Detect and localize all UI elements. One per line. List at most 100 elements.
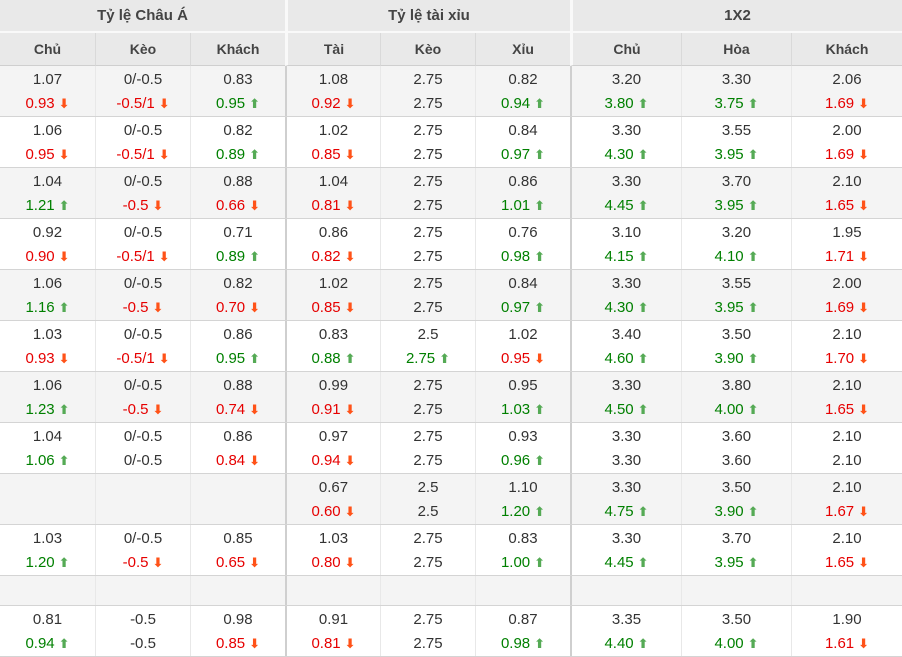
odds-current-line: 0.80 ⬇ [287,551,380,575]
trend-up-icon: ⬆ [58,453,70,468]
column-header-1x2-draw: Hòa [681,33,791,66]
trend-up-icon: ⬆ [637,300,649,315]
trend-up-icon: ⬆ [637,96,649,111]
odds-cell [95,474,190,524]
odds-cell: 2.10 1.65 ⬇ [791,168,902,218]
odds-current-value: 0.65 [215,554,246,571]
trend-down-icon: ⬇ [158,147,170,162]
odds-cell: 0.81 0.94 ⬆ [0,606,95,656]
trend-up-icon: ⬆ [637,147,649,162]
odds-opening-value: 2.75 [413,275,443,292]
trend-down-icon: ⬇ [344,453,356,468]
odds-current-line: 3.95 ⬆ [682,296,791,320]
odds-cell: 0.86 1.01 ⬆ [475,168,570,218]
odds-cell: 1.04 0.81 ⬇ [285,168,380,218]
odds-current-value: 1.69 [824,146,855,163]
odds-cell: 3.70 3.95 ⬆ [681,525,791,575]
odds-opening-value: 3.35 [611,611,642,628]
odds-current-value: 0.97 [500,146,531,163]
odds-current-line: 4.50 ⬆ [572,398,681,422]
odds-current-line: 0.94 ⬆ [476,92,570,116]
odds-current-value: 0.95 [215,350,246,367]
odds-current-value: 0.98 [500,635,531,652]
trend-down-icon: ⬇ [344,402,356,417]
odds-cell: 3.50 4.00 ⬆ [681,606,791,656]
odds-cell: 3.10 4.15 ⬆ [570,219,681,269]
odds-current-value: 2.10 [832,452,862,469]
odds-opening-value: 3.10 [611,224,642,241]
odds-opening-value: 2.00 [832,275,862,292]
odds-current-line: 4.45 ⬆ [572,194,681,218]
trend-down-icon: ⬇ [249,555,261,570]
odds-opening-value: 0.86 [223,428,253,445]
trend-up-icon: ⬆ [747,636,759,651]
odds-current-line: -0.5/1 ⬇ [96,143,190,167]
odds-opening-value: 1.10 [508,479,538,496]
odds-opening-value: 2.75 [413,377,443,394]
odds-current-line: 0.98 ⬆ [476,632,570,656]
odds-current-line: 3.95 ⬆ [682,194,791,218]
trend-down-icon: ⬇ [344,300,356,315]
odds-current-value: -0.5 [130,635,156,652]
odds-table-body: 1.07 0.93 ⬇ 0/-0.5 -0.5/1 ⬇ 0.83 0.95 ⬆ 1.08 0.92 ⬇… [0,66,902,657]
odds-current-value: 4.75 [604,503,634,520]
odds-current-value: 4.00 [714,401,744,418]
trend-down-icon: ⬇ [858,96,870,111]
odds-opening-value: 3.20 [611,71,642,88]
odds-cell: 3.55 3.95 ⬆ [681,117,791,167]
trend-up-icon: ⬆ [58,198,70,213]
odds-current-line: 3.60 [682,449,791,473]
odds-opening-value: 2.75 [413,611,443,628]
odds-opening-value: 0.71 [223,224,253,241]
odds-cell: 0.76 0.98 ⬆ [475,219,570,269]
odds-current-value: 1.65 [824,554,855,571]
odds-current-line: 4.60 ⬆ [572,347,681,371]
odds-opening-value: 0.82 [223,122,253,139]
odds-cell: 3.30 3.75 ⬆ [681,66,791,116]
trend-up-icon: ⬆ [747,555,759,570]
column-header-ah-home: Chủ [0,33,95,66]
odds-cell: 0/-0.5 -0.5 ⬇ [95,372,190,422]
odds-current-value: 3.95 [714,299,744,316]
odds-cell: 0/-0.5 -0.5/1 ⬇ [95,117,190,167]
odds-opening-value: 0.97 [318,428,349,445]
odds-current-value: 1.61 [824,635,855,652]
odds-row: 0.81 0.94 ⬆ -0.5 -0.5 0.98 0.85 ⬇ 0.91 0.81 ⬇ 2.75 2… [0,606,902,657]
trend-down-icon: ⬇ [158,351,170,366]
odds-current-line: 4.30 ⬆ [572,143,681,167]
odds-current-value: 1.20 [500,503,531,520]
odds-current-value: 0.81 [311,197,341,214]
odds-current-value: 3.90 [714,503,744,520]
odds-current-line: 4.15 ⬆ [572,245,681,269]
trend-up-icon: ⬆ [58,555,70,570]
trend-down-icon: ⬇ [858,555,870,570]
odds-current-line: -0.5/1 ⬇ [96,92,190,116]
trend-up-icon: ⬆ [439,351,451,366]
odds-current-value: 4.15 [604,248,634,265]
odds-current-line: 4.00 ⬆ [682,632,791,656]
trend-down-icon: ⬇ [58,96,70,111]
odds-opening-value: 0.82 [223,275,253,292]
odds-current-value: 0.85 [311,146,341,163]
odds-opening-value: 2.10 [832,173,862,190]
odds-opening-value: 3.30 [611,530,642,547]
odds-opening-value: 3.55 [721,275,752,292]
odds-cell: 0.84 0.97 ⬆ [475,270,570,320]
odds-cell [791,576,902,605]
trend-up-icon: ⬆ [249,249,261,264]
odds-current-value: -0.5 [122,299,149,316]
odds-current-line: -0.5 ⬇ [96,398,190,422]
odds-current-line: 2.75 [381,551,475,575]
trend-up-icon: ⬆ [637,636,649,651]
trend-down-icon: ⬇ [249,198,261,213]
odds-opening-value: 3.40 [611,326,642,343]
trend-down-icon: ⬇ [344,198,356,213]
odds-opening-value: 2.10 [832,530,862,547]
odds-cell: 1.02 0.95 ⬇ [475,321,570,371]
odds-current-line: 0.95 ⬆ [191,347,285,371]
odds-opening-value: 3.30 [611,479,642,496]
trend-down-icon: ⬇ [344,96,356,111]
odds-cell: 1.90 1.61 ⬇ [791,606,902,656]
table-column-header: Chủ Kèo Khách Tài Kèo Xỉu Chủ Hòa Khách [0,33,902,66]
odds-opening-value: 2.75 [413,173,443,190]
